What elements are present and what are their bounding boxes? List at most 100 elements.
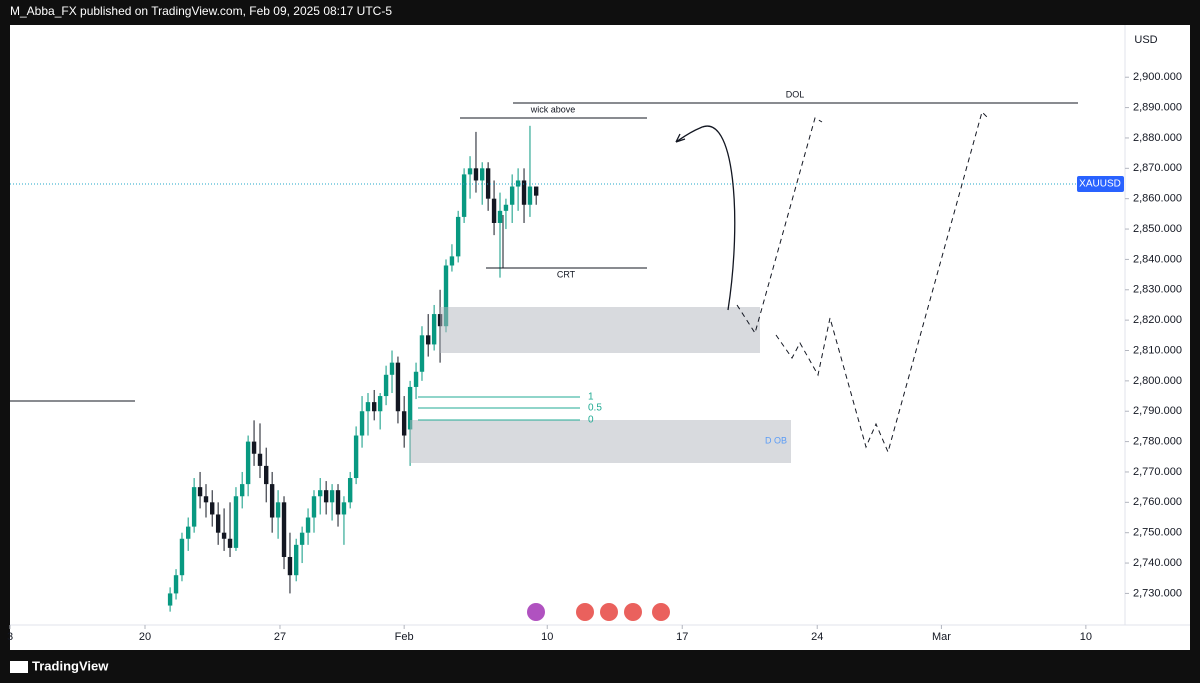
candle-body bbox=[515, 180, 521, 187]
event-icon[interactable] bbox=[527, 603, 545, 621]
symbol: XAUUSD bbox=[1079, 179, 1121, 190]
candle-body bbox=[371, 402, 377, 412]
fib-label: 1 bbox=[588, 392, 594, 403]
candle-body bbox=[461, 174, 467, 217]
currency: USD bbox=[1134, 34, 1157, 46]
symbol-tag bbox=[1077, 176, 1124, 192]
y-tick-label: 2,900.000 bbox=[1133, 71, 1182, 83]
ob-box bbox=[410, 420, 791, 463]
candle-body bbox=[179, 538, 185, 576]
candle-body bbox=[323, 490, 329, 503]
y-tick-label: 2,830.000 bbox=[1133, 284, 1182, 296]
candle-body bbox=[491, 198, 497, 223]
event-icon[interactable] bbox=[600, 603, 618, 621]
x-tick-label: 10 bbox=[1080, 631, 1092, 643]
annotation: DOL bbox=[786, 89, 805, 99]
projection bbox=[736, 117, 823, 335]
x-tick-label: Mar bbox=[932, 631, 951, 643]
y-tick-label: 2,840.000 bbox=[1133, 253, 1182, 265]
candle-body bbox=[497, 210, 503, 223]
y-tick-label: 2,770.000 bbox=[1133, 466, 1182, 478]
y-tick-label: 2,820.000 bbox=[1133, 314, 1182, 326]
drawings bbox=[10, 102, 1125, 463]
candle-body bbox=[215, 514, 221, 533]
x-tick-label: 27 bbox=[274, 631, 286, 643]
plot bbox=[167, 125, 539, 612]
candle-body bbox=[318, 490, 323, 497]
fib-label: 0.5 bbox=[588, 403, 602, 414]
y-tick-label: 2,790.000 bbox=[1133, 405, 1182, 417]
y-tick-label: 2,860.000 bbox=[1133, 193, 1182, 205]
event-icon[interactable] bbox=[576, 603, 594, 621]
candle-body bbox=[203, 496, 209, 503]
candle-body bbox=[239, 484, 245, 497]
candle-body bbox=[479, 168, 485, 181]
candle-body bbox=[293, 544, 299, 576]
candle-body bbox=[257, 453, 263, 466]
candle-body bbox=[185, 526, 191, 539]
candle-body bbox=[401, 411, 407, 436]
candle-body bbox=[443, 265, 449, 327]
candle-body bbox=[365, 402, 371, 412]
candle-body bbox=[485, 168, 491, 199]
candle-body bbox=[173, 575, 179, 594]
projection bbox=[775, 111, 989, 454]
candle-body bbox=[221, 532, 227, 539]
candle-body bbox=[347, 478, 353, 503]
candle-body bbox=[527, 186, 533, 205]
x-tick-label: Feb bbox=[395, 631, 414, 643]
candle-body bbox=[359, 411, 365, 436]
candle-body bbox=[449, 256, 455, 266]
y-tick-label: 2,810.000 bbox=[1133, 344, 1182, 356]
x-tick-label: 3 bbox=[7, 631, 13, 643]
candle-body bbox=[425, 335, 431, 345]
candle-body bbox=[311, 496, 317, 518]
candle-body bbox=[353, 435, 359, 479]
event-icons bbox=[527, 603, 670, 621]
candle-body bbox=[275, 502, 281, 518]
candle-body bbox=[389, 362, 395, 375]
event-icon[interactable] bbox=[624, 603, 642, 621]
annotation: wick above bbox=[530, 104, 576, 114]
candle-body bbox=[455, 216, 461, 257]
candle-body bbox=[335, 490, 341, 515]
y-tick-label: 2,800.000 bbox=[1133, 375, 1182, 387]
annotation: CRT bbox=[557, 269, 576, 279]
candle-body bbox=[341, 502, 347, 515]
candle-body bbox=[467, 168, 473, 175]
candle-body bbox=[377, 396, 383, 412]
x-tick-label: 10 bbox=[541, 631, 553, 643]
candle-body bbox=[329, 490, 335, 503]
candle-body bbox=[245, 441, 251, 485]
candle-body bbox=[269, 484, 275, 518]
candle-body bbox=[407, 386, 413, 430]
candle-body bbox=[305, 517, 311, 533]
candle-body bbox=[473, 168, 479, 181]
zone-box bbox=[440, 307, 760, 353]
y-tick-label: 2,780.000 bbox=[1133, 436, 1182, 448]
y-tick-label: 2,880.000 bbox=[1133, 132, 1182, 144]
candle-body bbox=[227, 538, 233, 548]
arrow-head bbox=[675, 133, 686, 143]
x-tick-label: 24 bbox=[811, 631, 823, 643]
y-tick-label: 2,890.000 bbox=[1133, 101, 1182, 113]
y-tick-label: 2,760.000 bbox=[1133, 496, 1182, 508]
x-tick-label: 20 bbox=[139, 631, 151, 643]
fib-label: 0 bbox=[588, 415, 594, 426]
candle-body bbox=[251, 441, 257, 454]
candle-body bbox=[191, 487, 197, 527]
brand: TradingView bbox=[32, 658, 109, 673]
candle-body bbox=[299, 532, 305, 545]
candle-body bbox=[503, 204, 509, 211]
y-tick-label: 2,740.000 bbox=[1133, 557, 1182, 569]
y-tick-label: 2,850.000 bbox=[1133, 223, 1182, 235]
event-icon[interactable] bbox=[652, 603, 670, 621]
annotation: D OB bbox=[765, 435, 787, 445]
candle-body bbox=[383, 374, 389, 397]
candle-body bbox=[413, 371, 419, 387]
candle-body bbox=[521, 180, 527, 205]
candle-body bbox=[233, 496, 239, 548]
candle-body bbox=[281, 502, 287, 557]
